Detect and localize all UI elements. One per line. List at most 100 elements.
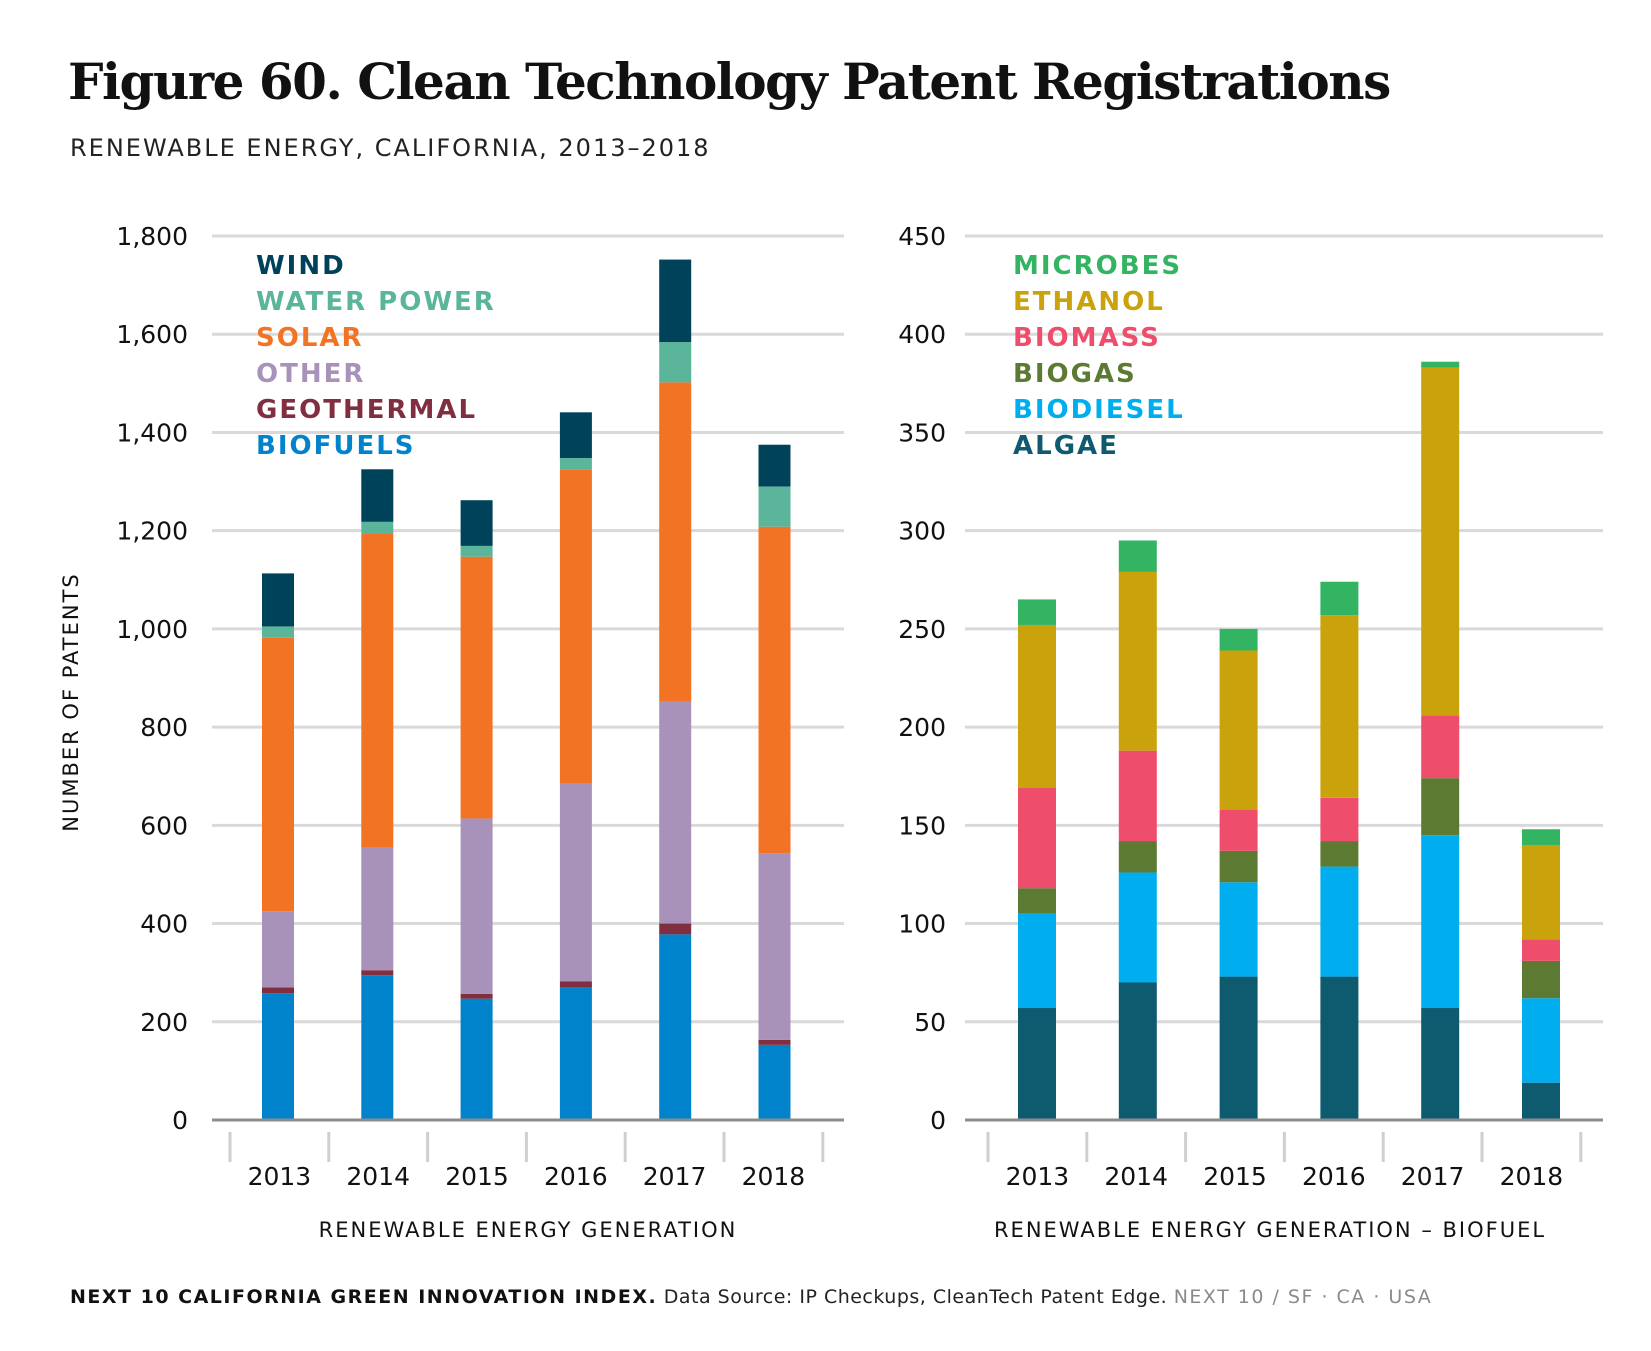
bar-microbes-2015 (1219, 628, 1258, 651)
y-tick-label: 1,400 (116, 418, 188, 447)
bar-biogas-2013 (1018, 888, 1056, 914)
bar-biofuels-2017 (659, 934, 692, 1120)
x-tick-label: 2018 (1500, 1162, 1564, 1191)
bar-other-2014 (361, 847, 394, 971)
bar-algae-2018 (1522, 1082, 1560, 1120)
bar-biogas-2014 (1118, 841, 1157, 873)
bar-ethanol-2017 (1421, 367, 1460, 716)
y-tick-label: 250 (898, 615, 946, 644)
bar-biomass-2017 (1421, 715, 1460, 779)
x-axis-labels: 2013 2014 2015 2016 2017 2018 (248, 1162, 806, 1191)
x-axis-tick-marks (228, 1132, 825, 1162)
y-tick-label: 1,600 (116, 320, 188, 349)
x-axis-title: RENEWABLE ENERGY GENERATION (319, 1218, 738, 1242)
legend-item-biogas: BIOGAS (1013, 359, 1137, 389)
bar-biodiesel-2013 (1018, 913, 1056, 1009)
bar-algae-2017 (1421, 1008, 1460, 1120)
x-tick-label: 2017 (643, 1162, 707, 1191)
bar-geothermal-2018 (758, 1039, 791, 1045)
bar-geothermal-2014 (361, 970, 394, 976)
x-tick-label: 2013 (248, 1162, 312, 1191)
bar-biofuels-2015 (460, 998, 493, 1120)
y-tick-label: 0 (930, 1106, 946, 1135)
x-tick-label: 2013 (1006, 1162, 1070, 1191)
bar-solar-2014 (361, 533, 394, 848)
legend-item-wind: WIND (256, 251, 346, 281)
bar-water-power-2014 (361, 521, 394, 534)
x-axis-title: RENEWABLE ENERGY GENERATION – BIOFUEL (994, 1218, 1546, 1242)
bar-biodiesel-2015 (1219, 882, 1258, 977)
bar-water-power-2018 (758, 486, 791, 527)
bar-wind-2014 (361, 469, 394, 522)
bar-biodiesel-2018 (1522, 998, 1560, 1083)
legend: MICROBES ETHANOL BIOMASS BIOGAS BIODIESEL ALG… (1013, 251, 1185, 461)
y-tick-label: 450 (898, 222, 946, 251)
bar-biogas-2016 (1320, 841, 1359, 867)
bar-solar-2018 (758, 526, 791, 854)
bar-microbes-2014 (1118, 540, 1157, 572)
bar-solar-2017 (659, 382, 692, 702)
legend-item-ethanol: ETHANOL (1013, 287, 1165, 317)
bar-biogas-2015 (1219, 850, 1258, 883)
bar-water-power-2016 (559, 457, 592, 470)
bar-wind-2015 (460, 500, 493, 546)
bar-biogas-2017 (1421, 778, 1460, 836)
y-tick-label: 50 (914, 1008, 946, 1037)
bar-ethanol-2018 (1522, 844, 1560, 940)
legend-item-solar: SOLAR (256, 323, 364, 353)
bar-ethanol-2014 (1118, 571, 1157, 751)
bar-wind-2013 (262, 573, 294, 627)
bar-water-power-2013 (262, 626, 294, 638)
bar-algae-2013 (1018, 1008, 1056, 1120)
bar-water-power-2017 (659, 342, 692, 383)
footer: NEXT 10 CALIFORNIA GREEN INNOVATION INDE… (70, 1286, 1432, 1308)
legend-item-biodiesel: BIODIESEL (1013, 395, 1185, 425)
bars (262, 259, 791, 1120)
y-tick-label: 0 (172, 1106, 188, 1135)
x-tick-label: 2016 (544, 1162, 608, 1191)
bar-ethanol-2015 (1219, 650, 1258, 810)
y-tick-label: 400 (898, 320, 946, 349)
legend-item-other: OTHER (256, 359, 365, 389)
legend-item-microbes: MICROBES (1013, 251, 1182, 281)
y-tick-label: 150 (898, 811, 946, 840)
bar-ethanol-2016 (1320, 615, 1359, 798)
bar-biomass-2014 (1118, 750, 1157, 842)
footer-source: Data Source: IP Checkups, CleanTech Pate… (663, 1286, 1168, 1308)
x-tick-label: 2015 (445, 1162, 509, 1191)
footer-org: NEXT 10 CALIFORNIA GREEN INNOVATION INDE… (70, 1286, 658, 1308)
bar-algae-2014 (1118, 982, 1157, 1120)
y-tick-label: 200 (898, 713, 946, 742)
y-tick-label: 1,200 (116, 517, 188, 546)
bar-biomass-2013 (1018, 788, 1056, 889)
y-tick-label: 600 (140, 811, 188, 840)
chart-subtitle: RENEWABLE ENERGY, CALIFORNIA, 2013–2018 (70, 134, 711, 162)
bar-microbes-2013 (1018, 599, 1056, 625)
bar-geothermal-2013 (262, 987, 294, 994)
legend-item-biomass: BIOMASS (1013, 323, 1161, 353)
bar-biomass-2015 (1219, 809, 1258, 851)
bar-other-2017 (659, 701, 692, 924)
y-axis-title: NUMBER OF PATENTS (59, 572, 83, 831)
x-tick-label: 2014 (1104, 1162, 1168, 1191)
bar-biomass-2018 (1522, 939, 1560, 961)
x-tick-label: 2017 (1401, 1162, 1465, 1191)
bar-water-power-2015 (460, 545, 493, 557)
bar-biomass-2016 (1320, 797, 1359, 842)
bar-wind-2018 (758, 444, 791, 487)
chart-title: Figure 60. Clean Technology Patent Regis… (68, 52, 1391, 111)
bar-other-2015 (460, 818, 493, 994)
y-tick-label: 1,800 (116, 222, 188, 251)
gridlines (212, 234, 844, 1024)
bar-biodiesel-2014 (1118, 872, 1157, 983)
bar-biofuels-2014 (361, 975, 394, 1120)
bars (1018, 361, 1560, 1120)
x-tick-label: 2015 (1203, 1162, 1267, 1191)
bar-biodiesel-2016 (1320, 866, 1359, 977)
y-tick-label: 1,000 (116, 615, 188, 644)
y-tick-label: 100 (898, 910, 946, 939)
legend-item-algae: ALGAE (1013, 431, 1119, 461)
y-tick-label: 200 (140, 1008, 188, 1037)
